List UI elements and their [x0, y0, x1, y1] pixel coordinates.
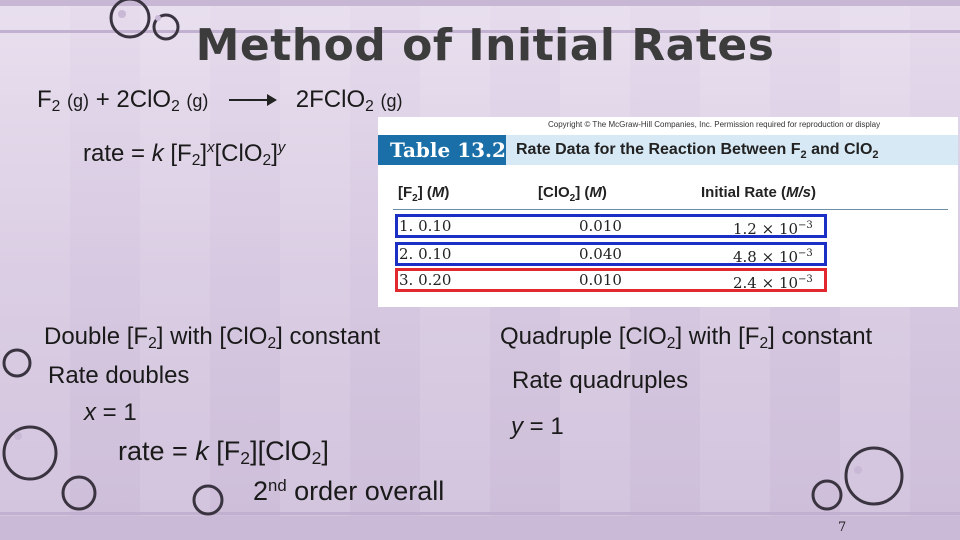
row-rate: 2.4 × 10−3: [733, 274, 813, 292]
row-f2: 3. 0.20: [399, 271, 452, 289]
table-row: 3. 0.20 0.010 2.4 × 10−3: [395, 268, 827, 292]
left-line-1: Double [F2] with [ClO2] constant: [44, 323, 381, 352]
row-f2: 1. 0.10: [399, 217, 452, 235]
row-clo2: 0.010: [579, 217, 622, 235]
table-row: 1. 0.10 0.010 1.2 × 10−3: [395, 214, 827, 238]
table-row: 2. 0.10 0.040 4.8 × 10−3: [395, 242, 827, 266]
column-header-clo2: [ClO2] (M): [538, 184, 607, 204]
top-band: [0, 0, 960, 6]
table-header-bar: Table 13.2 Rate Data for the Reaction Be…: [378, 135, 958, 165]
page-number: 7: [838, 520, 847, 535]
band-line: [0, 30, 960, 33]
reaction-equation: F2 (g) + 2ClO2 (g) 2FClO2 (g): [37, 86, 403, 115]
row-clo2: 0.010: [579, 271, 622, 289]
column-header-f2: [F2] (M): [398, 184, 450, 204]
column-header-rate: Initial Rate (M/s): [701, 184, 817, 201]
table-caption: Rate Data for the Reaction Between F2 an…: [516, 141, 879, 162]
slide-title: Method of Initial Rates: [195, 20, 775, 71]
right-line-3: y = 1: [511, 413, 564, 440]
rate-law-final: rate = k [F2][ClO2]: [118, 436, 329, 468]
left-line-3: x = 1: [84, 399, 137, 426]
copyright-note: Copyright © The McGraw-Hill Companies, I…: [548, 120, 881, 129]
right-line-2: Rate quadruples: [512, 367, 689, 394]
table-number: Table 13.2: [378, 135, 506, 165]
bottom-band: [0, 516, 960, 540]
band-line: [0, 512, 960, 515]
row-clo2: 0.040: [579, 245, 622, 263]
left-line-2: Rate doubles: [48, 362, 190, 389]
rate-data-table: Copyright © The McGraw-Hill Companies, I…: [378, 117, 958, 307]
row-rate: 4.8 × 10−3: [733, 248, 813, 266]
header-divider: [393, 209, 948, 210]
right-line-1: Quadruple [ClO2] with [F2] constant: [500, 323, 873, 352]
reaction-arrow-icon: [229, 94, 278, 106]
rate-law-general: rate = k [F2]x[ClO2]y: [83, 140, 286, 169]
overall-order: 2nd order overall: [253, 476, 445, 506]
row-rate: 1.2 × 10−3: [733, 220, 813, 238]
row-f2: 2. 0.10: [399, 245, 452, 263]
